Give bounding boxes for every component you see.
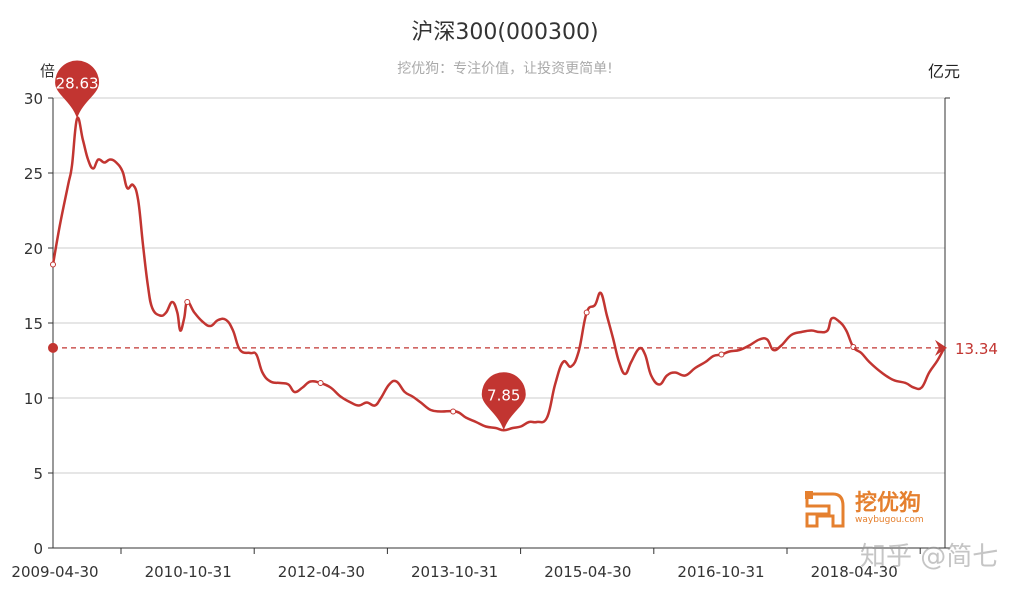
mark-line-label: 13.34: [955, 340, 998, 358]
pin-max-icon: [55, 60, 100, 119]
y-tick-label: 10: [24, 390, 43, 408]
data-point: [50, 261, 56, 268]
y-tick-label: 0: [33, 540, 43, 558]
y-tick-label: 15: [24, 315, 43, 333]
x-tick-label: 2010-10-31: [145, 563, 232, 581]
data-point: [850, 344, 857, 350]
y-axis-left-name: 倍: [40, 62, 56, 80]
x-tick-label: 2018-04-30: [811, 563, 898, 581]
y-tick-label: 20: [24, 240, 43, 258]
data-point: [583, 309, 590, 316]
x-tick-label: 2016-10-31: [677, 563, 764, 581]
y-tick-label: 5: [33, 465, 43, 483]
data-point: [184, 299, 191, 305]
y-axis-right-name: 亿元: [928, 62, 961, 81]
mark-line-start-dot: [48, 342, 58, 353]
pin-min-icon: [481, 372, 526, 431]
y-tick-label: 25: [24, 165, 43, 183]
dog-logo-icon: [805, 491, 845, 528]
y-tick-label: 30: [24, 90, 43, 108]
pin-min-label: 7.85: [487, 386, 520, 404]
x-tick-label: 2013-10-31: [411, 563, 498, 581]
chart-subtitle: 挖优狗：专注价值，让投资更简单!: [397, 61, 613, 77]
x-tick-label: 2009-04-30: [11, 563, 98, 581]
logo-name: 挖优狗: [855, 491, 922, 516]
x-tick-label: 2012-04-30: [278, 563, 365, 581]
series-line: [51, 116, 946, 432]
logo-url: waybugou.com: [855, 515, 924, 525]
data-point: [450, 408, 457, 415]
waybugou-logo: 挖优狗 waybugou.com: [803, 488, 924, 530]
zhihu-watermark: 知乎 @简七: [860, 542, 999, 572]
pin-max-label: 28.63: [56, 75, 99, 93]
x-tick-label: 2015-04-30: [544, 563, 631, 581]
mark-line-arrow-icon: [935, 339, 947, 356]
data-point: [317, 380, 324, 386]
data-point: [718, 351, 725, 358]
chart-title: 沪深300(000300): [411, 20, 599, 45]
